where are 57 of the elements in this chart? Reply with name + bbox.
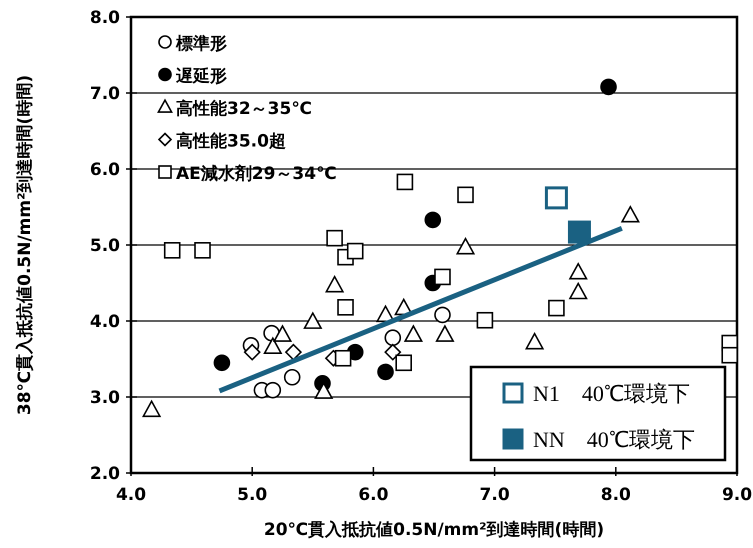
legend-label: 高性能32～35℃ bbox=[176, 99, 312, 119]
point bbox=[164, 242, 181, 259]
x-tick-label: 8.0 bbox=[600, 485, 632, 505]
point bbox=[264, 337, 282, 354]
point bbox=[304, 312, 322, 329]
x-tick-label: 5.0 bbox=[237, 485, 268, 505]
y-tick-label: 4.0 bbox=[90, 312, 120, 332]
y-tick-label: 5.0 bbox=[90, 236, 120, 256]
point bbox=[214, 354, 230, 372]
point bbox=[569, 282, 588, 300]
x-axis-title: 20℃貫入抵抗値0.5N/mm²到達時間(時間) bbox=[264, 520, 604, 540]
point bbox=[621, 206, 640, 223]
point bbox=[284, 368, 300, 386]
point bbox=[404, 325, 422, 342]
point bbox=[334, 350, 352, 367]
point bbox=[346, 242, 364, 260]
point bbox=[384, 329, 402, 346]
point bbox=[456, 238, 475, 254]
y-tick-label: 7.0 bbox=[90, 84, 120, 104]
point bbox=[434, 268, 451, 286]
point bbox=[326, 276, 344, 292]
point bbox=[568, 220, 591, 244]
point bbox=[244, 344, 260, 360]
point bbox=[526, 332, 544, 350]
point bbox=[377, 364, 394, 380]
point bbox=[194, 242, 211, 259]
point bbox=[326, 230, 343, 246]
x-tick-label: 9.0 bbox=[722, 485, 752, 505]
point bbox=[395, 354, 412, 372]
legend-label: 高性能35.0超 bbox=[176, 132, 286, 152]
legend-label: NN 40℃環境下 bbox=[533, 427, 695, 452]
point bbox=[142, 400, 161, 418]
point bbox=[544, 186, 568, 210]
legend-label: 標準形 bbox=[175, 34, 227, 54]
legend-label: N1 40℃環境下 bbox=[533, 381, 690, 406]
point bbox=[264, 382, 282, 398]
x-tick-label: 7.0 bbox=[480, 485, 510, 505]
point bbox=[457, 186, 474, 204]
x-tick-label: 4.0 bbox=[116, 485, 146, 505]
y-tick-label: 3.0 bbox=[90, 388, 120, 408]
point bbox=[600, 78, 617, 96]
point bbox=[434, 306, 451, 324]
point bbox=[721, 346, 738, 364]
y-tick-label: 6.0 bbox=[90, 160, 120, 180]
point bbox=[548, 300, 565, 316]
y-tick-label: 2.0 bbox=[90, 464, 120, 484]
x-tick-label: 6.0 bbox=[358, 485, 389, 505]
point bbox=[396, 174, 414, 190]
point bbox=[436, 325, 454, 342]
point bbox=[476, 312, 494, 329]
point bbox=[569, 262, 588, 280]
y-axis-title: 38℃貫入抵抗値0.5N/mm²到達時間(時間) bbox=[15, 74, 35, 416]
point bbox=[273, 325, 292, 342]
y-tick-label: 8.0 bbox=[90, 8, 120, 28]
legend-label: 遅延形 bbox=[175, 66, 227, 86]
point bbox=[424, 212, 442, 228]
point bbox=[337, 299, 354, 316]
